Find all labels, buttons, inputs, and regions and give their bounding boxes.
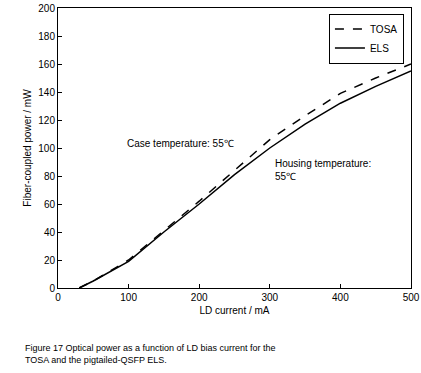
svg-text:0: 0 xyxy=(49,283,55,294)
svg-text:180: 180 xyxy=(38,31,55,42)
svg-text:20: 20 xyxy=(44,255,56,266)
svg-text:200: 200 xyxy=(191,292,208,303)
svg-text:ELS: ELS xyxy=(370,43,389,54)
svg-text:0: 0 xyxy=(55,292,61,303)
svg-text:100: 100 xyxy=(38,143,55,154)
svg-text:Fiber-coupled power / mW: Fiber-coupled power / mW xyxy=(22,89,33,207)
svg-text:140: 140 xyxy=(38,87,55,98)
svg-text:TOSA: TOSA xyxy=(370,24,397,35)
svg-text:300: 300 xyxy=(261,292,278,303)
svg-text:40: 40 xyxy=(44,227,56,238)
svg-text:Case temperature: 55℃: Case temperature: 55℃ xyxy=(127,138,234,149)
svg-text:LD current / mA: LD current / mA xyxy=(199,305,269,316)
svg-text:160: 160 xyxy=(38,59,55,70)
svg-text:Figure 17 Optical power as a f: Figure 17 Optical power as a function of… xyxy=(25,343,276,365)
svg-text:120: 120 xyxy=(38,115,55,126)
svg-text:200: 200 xyxy=(38,3,55,14)
svg-text:100: 100 xyxy=(120,292,137,303)
svg-text:Housing temperature:55℃: Housing temperature:55℃ xyxy=(275,158,371,182)
svg-text:400: 400 xyxy=(332,292,349,303)
svg-text:500: 500 xyxy=(403,292,420,303)
svg-text:80: 80 xyxy=(44,171,56,182)
svg-text:60: 60 xyxy=(44,199,56,210)
